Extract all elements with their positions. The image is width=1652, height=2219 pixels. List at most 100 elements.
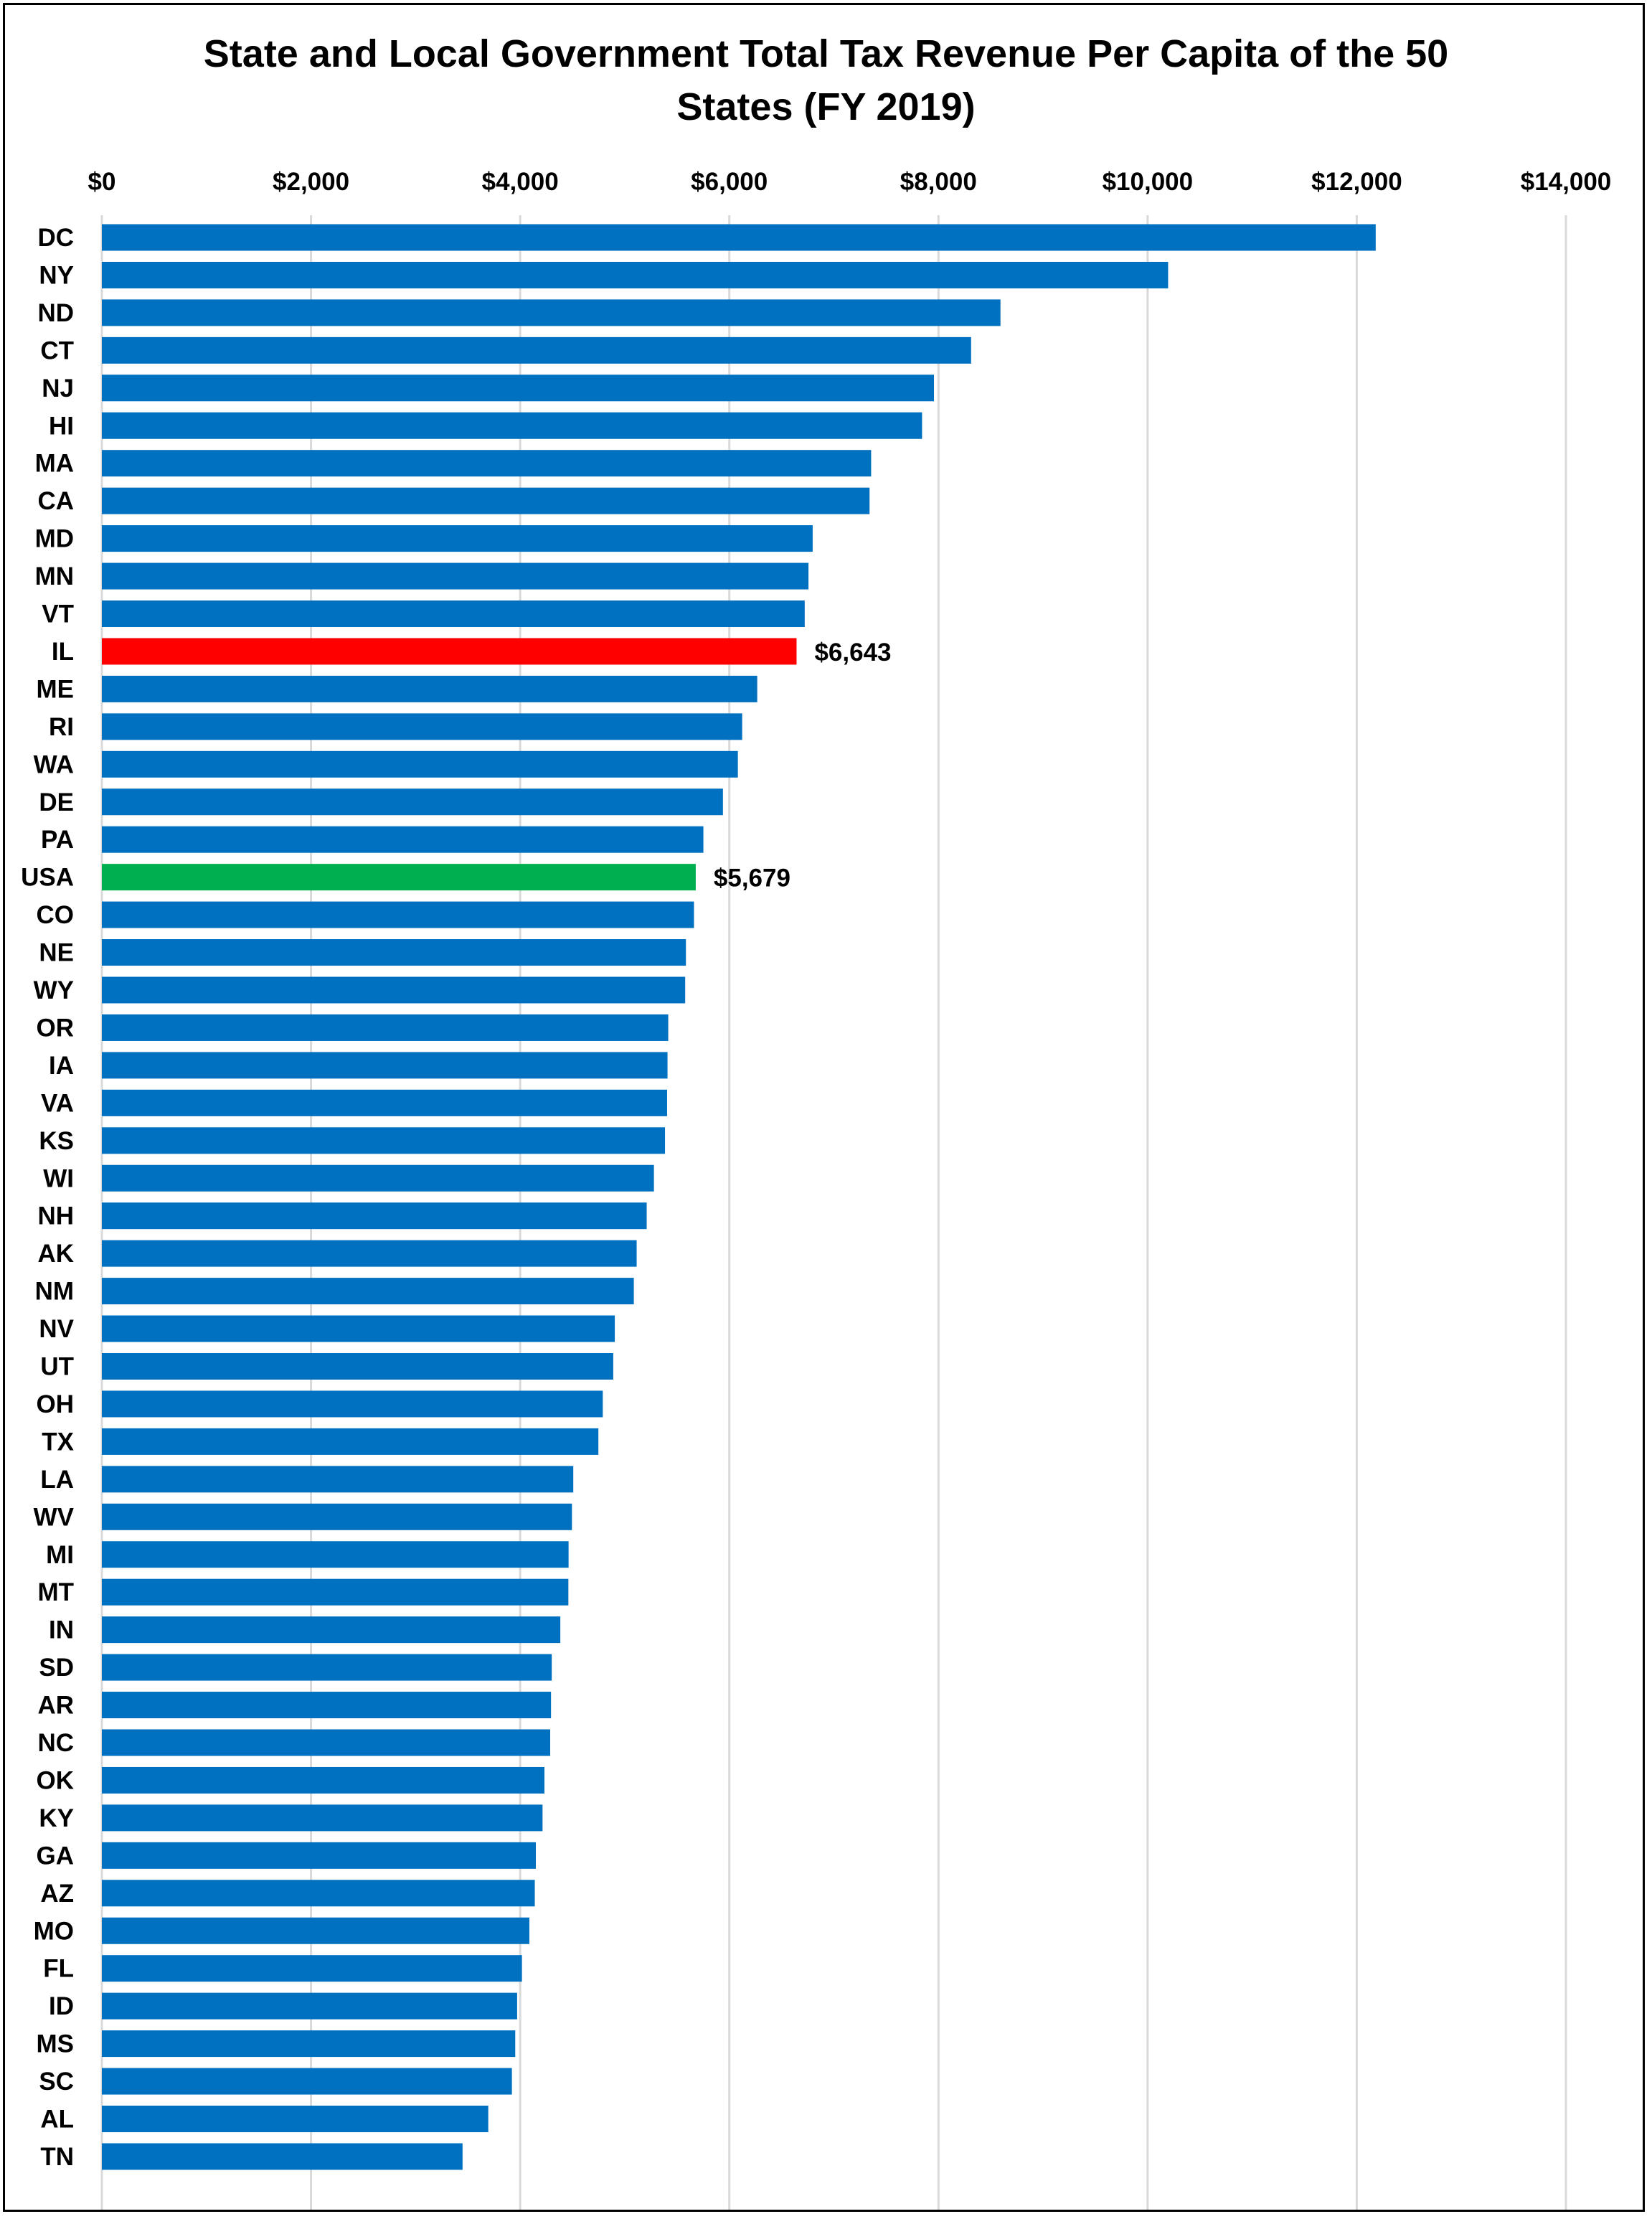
bar-wa	[102, 750, 738, 778]
bar-nc	[102, 1729, 550, 1756]
x-tick-label: $10,000	[1103, 168, 1194, 196]
bar-sd	[102, 1654, 552, 1681]
category-label: IA	[49, 1052, 74, 1080]
category-label: IN	[49, 1616, 74, 1644]
category-label: HI	[49, 412, 74, 440]
category-label: WA	[34, 750, 74, 778]
category-label: OH	[37, 1390, 75, 1418]
category-label: CA	[37, 487, 74, 515]
category-label: VT	[42, 600, 74, 628]
chart-title-line-1: State and Local Government Total Tax Rev…	[203, 32, 1449, 75]
x-tick-label: $14,000	[1521, 168, 1612, 196]
bar-in	[102, 1616, 561, 1644]
category-label: TN	[40, 2143, 74, 2171]
category-label: ID	[49, 1992, 74, 2020]
category-label: MN	[35, 562, 74, 590]
category-label: NC	[37, 1729, 74, 1757]
x-tick-label: $8,000	[900, 168, 977, 196]
bar-ia	[102, 1052, 668, 1079]
category-label: MO	[34, 1917, 74, 1945]
bar-ny	[102, 261, 1169, 288]
bar-va	[102, 1089, 667, 1116]
category-label: MA	[35, 450, 74, 478]
category-label: MI	[46, 1541, 74, 1569]
bar-id	[102, 1992, 517, 2020]
category-label: AK	[37, 1240, 74, 1268]
bar-ok	[102, 1766, 544, 1794]
bar-md	[102, 525, 813, 552]
bar-sc	[102, 2068, 512, 2095]
bar-az	[102, 1880, 535, 1907]
bar-ar	[102, 1692, 552, 1719]
bar-mt	[102, 1578, 569, 1606]
bar-ca	[102, 487, 870, 514]
bar-or	[102, 1014, 669, 1041]
bar-wi	[102, 1164, 654, 1192]
category-label: OR	[37, 1014, 75, 1042]
bar-la	[102, 1466, 574, 1493]
category-label: MT	[37, 1578, 74, 1606]
category-label: NE	[39, 939, 74, 967]
bar-nh	[102, 1202, 647, 1230]
bar-ks	[102, 1127, 666, 1154]
category-label: ND	[37, 299, 74, 327]
bar-usa	[102, 864, 696, 891]
x-tick-label: $2,000	[273, 168, 349, 196]
category-label: DC	[37, 224, 74, 252]
category-label: CO	[37, 901, 75, 929]
bar-mi	[102, 1541, 569, 1568]
category-label: AR	[37, 1692, 74, 1720]
category-label: OK	[37, 1766, 75, 1794]
category-label: ME	[37, 675, 75, 703]
category-label: CT	[40, 336, 74, 364]
bar-nj	[102, 374, 935, 402]
bar-hi	[102, 412, 922, 439]
chart-title: State and Local Government Total Tax Rev…	[0, 27, 1652, 133]
x-tick-label: $4,000	[482, 168, 559, 196]
bar-pa	[102, 826, 704, 853]
category-label: SC	[39, 2068, 74, 2096]
bar-dc	[102, 224, 1376, 251]
category-label: KS	[39, 1127, 74, 1155]
category-label: WV	[34, 1503, 75, 1531]
x-tick-label: $0	[88, 168, 116, 196]
bar-ga	[102, 1842, 537, 1869]
bar-il	[102, 638, 797, 665]
bar-nv	[102, 1315, 615, 1342]
category-label: KY	[39, 1804, 74, 1832]
category-label: SD	[39, 1654, 74, 1682]
category-label: GA	[37, 1842, 75, 1870]
x-tick-label: $6,000	[691, 168, 768, 196]
bar-ne	[102, 939, 686, 966]
category-label: TX	[42, 1428, 74, 1456]
bar-nm	[102, 1278, 634, 1305]
bar-ma	[102, 450, 872, 477]
category-label: VA	[41, 1089, 74, 1117]
bar-ky	[102, 1804, 543, 1832]
category-label: DE	[39, 788, 74, 816]
category-label: LA	[40, 1466, 74, 1494]
bar-ut	[102, 1353, 613, 1380]
category-label: IL	[52, 638, 74, 666]
category-label: RI	[49, 713, 74, 741]
bar-wv	[102, 1503, 572, 1530]
bar-mn	[102, 562, 809, 590]
bar-tx	[102, 1428, 599, 1455]
category-label: PA	[41, 826, 74, 854]
bar-wy	[102, 976, 686, 1004]
bar-nd	[102, 299, 1001, 326]
bar-ms	[102, 2030, 516, 2058]
category-label: NJ	[42, 374, 74, 402]
category-label: WY	[34, 976, 74, 1004]
x-tick-label: $12,000	[1311, 168, 1402, 196]
bar-ak	[102, 1240, 637, 1267]
bar-co	[102, 901, 694, 928]
bar-al	[102, 2106, 488, 2132]
category-label: AZ	[40, 1880, 74, 1908]
bar-fl	[102, 1955, 522, 1982]
category-label: NH	[37, 1202, 74, 1230]
bar-mo	[102, 1917, 529, 1944]
bar-tn	[102, 2143, 463, 2170]
category-label: MD	[35, 525, 74, 553]
